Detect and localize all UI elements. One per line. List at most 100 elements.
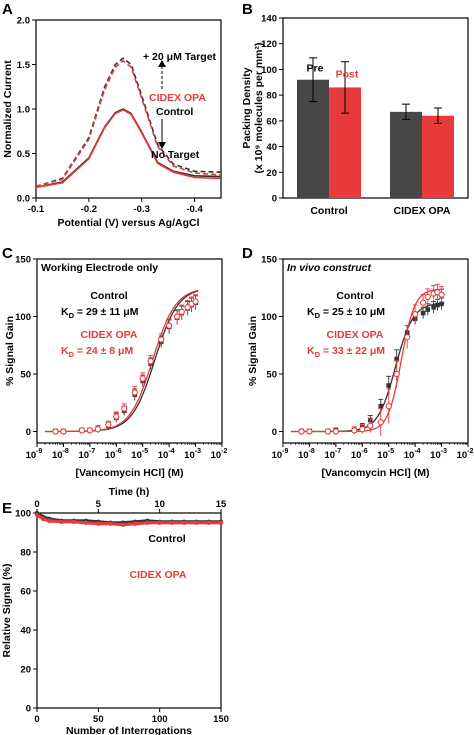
panel-e-point-cidex — [194, 520, 199, 525]
panel-a-notarget-label: No Target — [151, 149, 200, 161]
panel-d-subtitle: In vivo construct — [287, 262, 372, 274]
panel-c-point-cidex — [158, 336, 165, 343]
panel-letter-d: D — [242, 245, 253, 262]
panel-c-point-cidex — [52, 428, 59, 435]
panel-e-point-cidex — [120, 522, 126, 527]
panel-d-xtick-label: 10-4 — [404, 448, 421, 461]
panel-c-ytick-label: 150 — [15, 255, 31, 266]
panel-e-top-xtick-label: 10 — [154, 499, 165, 510]
panel-c-point-cidex — [147, 358, 154, 365]
panel-d-point-cidex — [393, 370, 400, 378]
panel-b-ytick-label: 140 — [261, 14, 277, 25]
panel-c-point-cidex — [139, 375, 146, 382]
panel-c-xtick-label: 10-3 — [184, 448, 201, 461]
panel-d-point-cidex — [351, 427, 358, 434]
panel-b-ytick-label: 60 — [266, 116, 277, 127]
panel-d-point-cidex — [359, 426, 366, 433]
panel-c-ylabel: % Signal Gain — [4, 316, 16, 386]
panel-d-ytick-label: 0 — [272, 427, 277, 438]
panel-d-control-name: Control — [336, 290, 373, 302]
panel-c-point-cidex — [173, 313, 181, 320]
panel-d-xtick-label: 10-9 — [272, 448, 289, 461]
panel-a-cidex-label: CIDEX OPA — [149, 92, 206, 104]
panel-d-xtick-label: 10-2 — [457, 448, 474, 461]
panel-e-point-cidex — [218, 520, 224, 525]
panel-e-point-cidex — [71, 519, 77, 524]
panel-c-cidex-kd: KD = 24 ± 8 μM — [61, 345, 133, 359]
panel-b-category-label: CIDEX OPA — [394, 205, 451, 217]
panel-e-point-cidex — [206, 520, 211, 525]
panel-d-point-cidex — [332, 428, 340, 435]
panel-c-point-cidex — [105, 421, 112, 428]
panel-a-xtick-label: -0.1 — [28, 204, 45, 215]
panel-a-xlabel: Potential (V) versus Ag/AgCl — [58, 217, 200, 229]
panel-c-xtick-label: 10-7 — [78, 448, 95, 461]
panel-e-xtick-label: 150 — [213, 714, 229, 725]
panel-d-point-cidex — [385, 403, 392, 410]
panel-d-point-cidex — [424, 293, 431, 301]
panel-c-point-cidex — [184, 304, 191, 311]
panel-e-xtick-label: 50 — [93, 714, 104, 725]
panel-b-bar — [390, 111, 422, 198]
panel-e-control-label: Control — [148, 533, 185, 545]
panel-d-fit-cidex — [290, 288, 445, 433]
panel-letter-e: E — [2, 500, 12, 517]
panel-a-control-label: Control — [156, 106, 193, 118]
panel-c-subtitle: Working Electrode only — [41, 262, 158, 274]
panel-c-cidex-name: CIDEX OPA — [81, 329, 138, 341]
panel-e-point-cidex — [157, 520, 162, 525]
panel-d-point-control — [425, 307, 431, 312]
panel-e-ytick-label: 60 — [20, 587, 31, 598]
panel-c-point-cidex — [86, 427, 94, 434]
panel-c-point-cidex — [165, 322, 173, 329]
panel-e-point-cidex — [47, 518, 52, 523]
panel-a-ytick-label: 0.5 — [17, 149, 31, 160]
panel-b-bar — [422, 115, 454, 198]
panel-a-series-no_target_cidex — [35, 109, 222, 189]
panel-c-xtick-label: 10-9 — [26, 448, 43, 461]
panel-c-frame — [36, 258, 223, 444]
panel-e-point-cidex — [40, 516, 46, 522]
panel-a-ytick-label: 1.0 — [17, 105, 30, 116]
panel-e-top-xtick-label: 0 — [34, 499, 39, 510]
panel-d-ytick-label: 50 — [266, 370, 277, 381]
panel-e-top-xtick-label: 15 — [216, 499, 227, 510]
panel-d-ylabel: % Signal Gain — [247, 316, 259, 386]
panel-e-point-cidex — [132, 521, 138, 526]
panel-d-fit-control — [290, 302, 445, 433]
panel-a-xtick-label: -0.2 — [81, 204, 97, 215]
panel-d-frame — [282, 258, 469, 444]
panel-b-pre-label: Pre — [307, 63, 324, 75]
panel-b-ylabel: Packing Density — [241, 67, 253, 148]
panel-d-point-cidex — [306, 428, 313, 435]
panel-c-point-cidex — [131, 389, 138, 396]
panel-e-point-cidex — [96, 521, 101, 526]
panel-e-point-cidex — [108, 521, 113, 526]
panel-d-point-cidex — [438, 291, 445, 298]
panel-b-ytick-label: 100 — [261, 65, 277, 76]
panel-e-ylabel: Relative Signal (%) — [1, 564, 13, 658]
panel-b-ytick-label: 120 — [261, 39, 277, 50]
panel-e-point-cidex — [145, 520, 150, 525]
panel-e-xtick-label: 100 — [152, 714, 168, 725]
panel-e-ytick-label: 0 — [26, 704, 31, 715]
panel-a-target-label: + 20 μM Target — [143, 51, 217, 63]
panel-a-ytick-label: 0.0 — [17, 194, 30, 205]
panel-e-point-cidex — [182, 520, 187, 525]
panel-e-ytick-label: 100 — [15, 509, 31, 520]
panel-a-xtick-label: -0.3 — [134, 204, 150, 215]
panel-c-xtick-label: 10-8 — [52, 448, 69, 461]
panel-d-point-control — [420, 310, 426, 316]
panel-e-point-cidex — [169, 520, 175, 525]
panel-d-point-cidex — [377, 419, 384, 426]
panel-d-xlabel: [Vancomycin HCl] (M) — [322, 467, 430, 479]
panel-d-point-cidex — [404, 334, 411, 341]
panel-d-ytick-label: 150 — [261, 255, 277, 266]
panel-c-xlabel: [Vancomycin HCl] (M) — [76, 467, 184, 479]
panel-a-arrow-head — [158, 60, 166, 67]
panel-e-top-xlabel: Time (h) — [109, 486, 150, 498]
panel-c-ytick-label: 100 — [15, 312, 31, 323]
panel-a-ylabel: Normalized Current — [2, 60, 14, 158]
panel-e-frame — [36, 512, 222, 709]
